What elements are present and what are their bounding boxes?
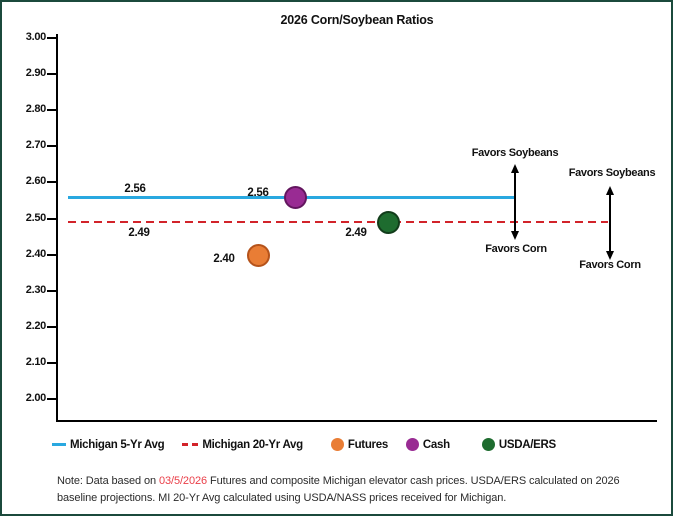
- michigan-20yr-avg-line: [68, 221, 608, 223]
- y-tick-label: 2.00: [25, 392, 47, 404]
- circle-swatch-icon: [330, 438, 344, 451]
- circle-swatch-icon: [481, 438, 495, 451]
- usda-ers-marker: [377, 211, 400, 234]
- y-tick-label: 2.50: [25, 211, 47, 224]
- legend-item-michigan-20yr: Michigan 20-Yr Avg: [182, 438, 303, 451]
- favors-corn-label-2: Favors Corn: [579, 259, 641, 271]
- futures-marker: [247, 244, 270, 267]
- y-tick-label: 2.40: [25, 247, 47, 260]
- legend-label: Michigan 5-Yr Avg: [70, 438, 165, 451]
- legend-item-michigan-5yr: Michigan 5-Yr Avg: [52, 438, 165, 451]
- circle-swatch-icon: [405, 438, 419, 451]
- double-arrow-icon: [606, 186, 614, 260]
- legend-label: Cash: [422, 438, 450, 451]
- legend-item-futures: Futures: [330, 438, 388, 451]
- y-axis-tick: [47, 398, 56, 400]
- y-tick-label: 3.00: [25, 31, 47, 43]
- y-tick-label: 2.90: [25, 67, 47, 80]
- footnote: Note: Data based on 03/5/2026 Futures an…: [57, 473, 649, 507]
- y-axis-tick: [47, 181, 56, 184]
- legend-label: Michigan 20-Yr Avg: [202, 438, 303, 451]
- cash-value-label: 2.56: [247, 187, 269, 199]
- legend-item-cash: Cash: [405, 438, 450, 451]
- cash-marker: [284, 186, 307, 209]
- legend-item-usda-ers: USDA/ERS: [481, 438, 556, 451]
- double-arrow-icon: [511, 164, 519, 240]
- footnote-date: 03/5/2026: [158, 475, 208, 487]
- y-tick-label: 2.80: [25, 103, 47, 116]
- solid-line-swatch-icon: [52, 443, 66, 446]
- y-axis-spine: [56, 34, 58, 422]
- y-axis-tick: [47, 145, 56, 148]
- y-axis-tick: [47, 217, 56, 220]
- y-axis-tick: [47, 109, 56, 112]
- y-axis-tick: [47, 325, 56, 328]
- legend-label: Futures: [347, 438, 388, 451]
- legend: Michigan 5-Yr Avg Michigan 20-Yr Avg Fut…: [52, 438, 556, 451]
- y-axis-tick: [47, 253, 56, 256]
- y-axis-tick: [47, 73, 56, 76]
- favors-soybeans-label-2: Favors Soybeans: [568, 167, 656, 179]
- y-axis-tick: [47, 37, 56, 39]
- futures-value-label: 2.40: [213, 253, 235, 265]
- y-axis-tick: [47, 361, 56, 364]
- footnote-suffix: Futures and composite Michigan elevator …: [57, 475, 620, 504]
- x-axis-spine: [56, 420, 657, 422]
- line-5yr-value-label: 2.56: [124, 183, 146, 195]
- y-axis-tick: [47, 289, 56, 292]
- footnote-prefix: Note: Data based on: [57, 475, 159, 487]
- favors-soybeans-label-1: Favors Soybeans: [471, 147, 559, 159]
- legend-label: USDA/ERS: [498, 438, 556, 451]
- y-tick-label: 2.10: [25, 355, 47, 368]
- y-tick-label: 2.70: [25, 139, 47, 152]
- y-tick-label: 2.30: [25, 283, 47, 296]
- line-20yr-value-label: 2.49: [128, 227, 150, 239]
- chart-title: 2026 Corn/Soybean Ratios: [280, 13, 434, 27]
- usda-ers-value-label: 2.49: [345, 227, 367, 239]
- favors-corn-label-1: Favors Corn: [485, 243, 547, 255]
- y-tick-label: 2.60: [25, 175, 47, 188]
- y-tick-label: 2.20: [25, 319, 47, 332]
- dashed-line-swatch-icon: [182, 443, 199, 446]
